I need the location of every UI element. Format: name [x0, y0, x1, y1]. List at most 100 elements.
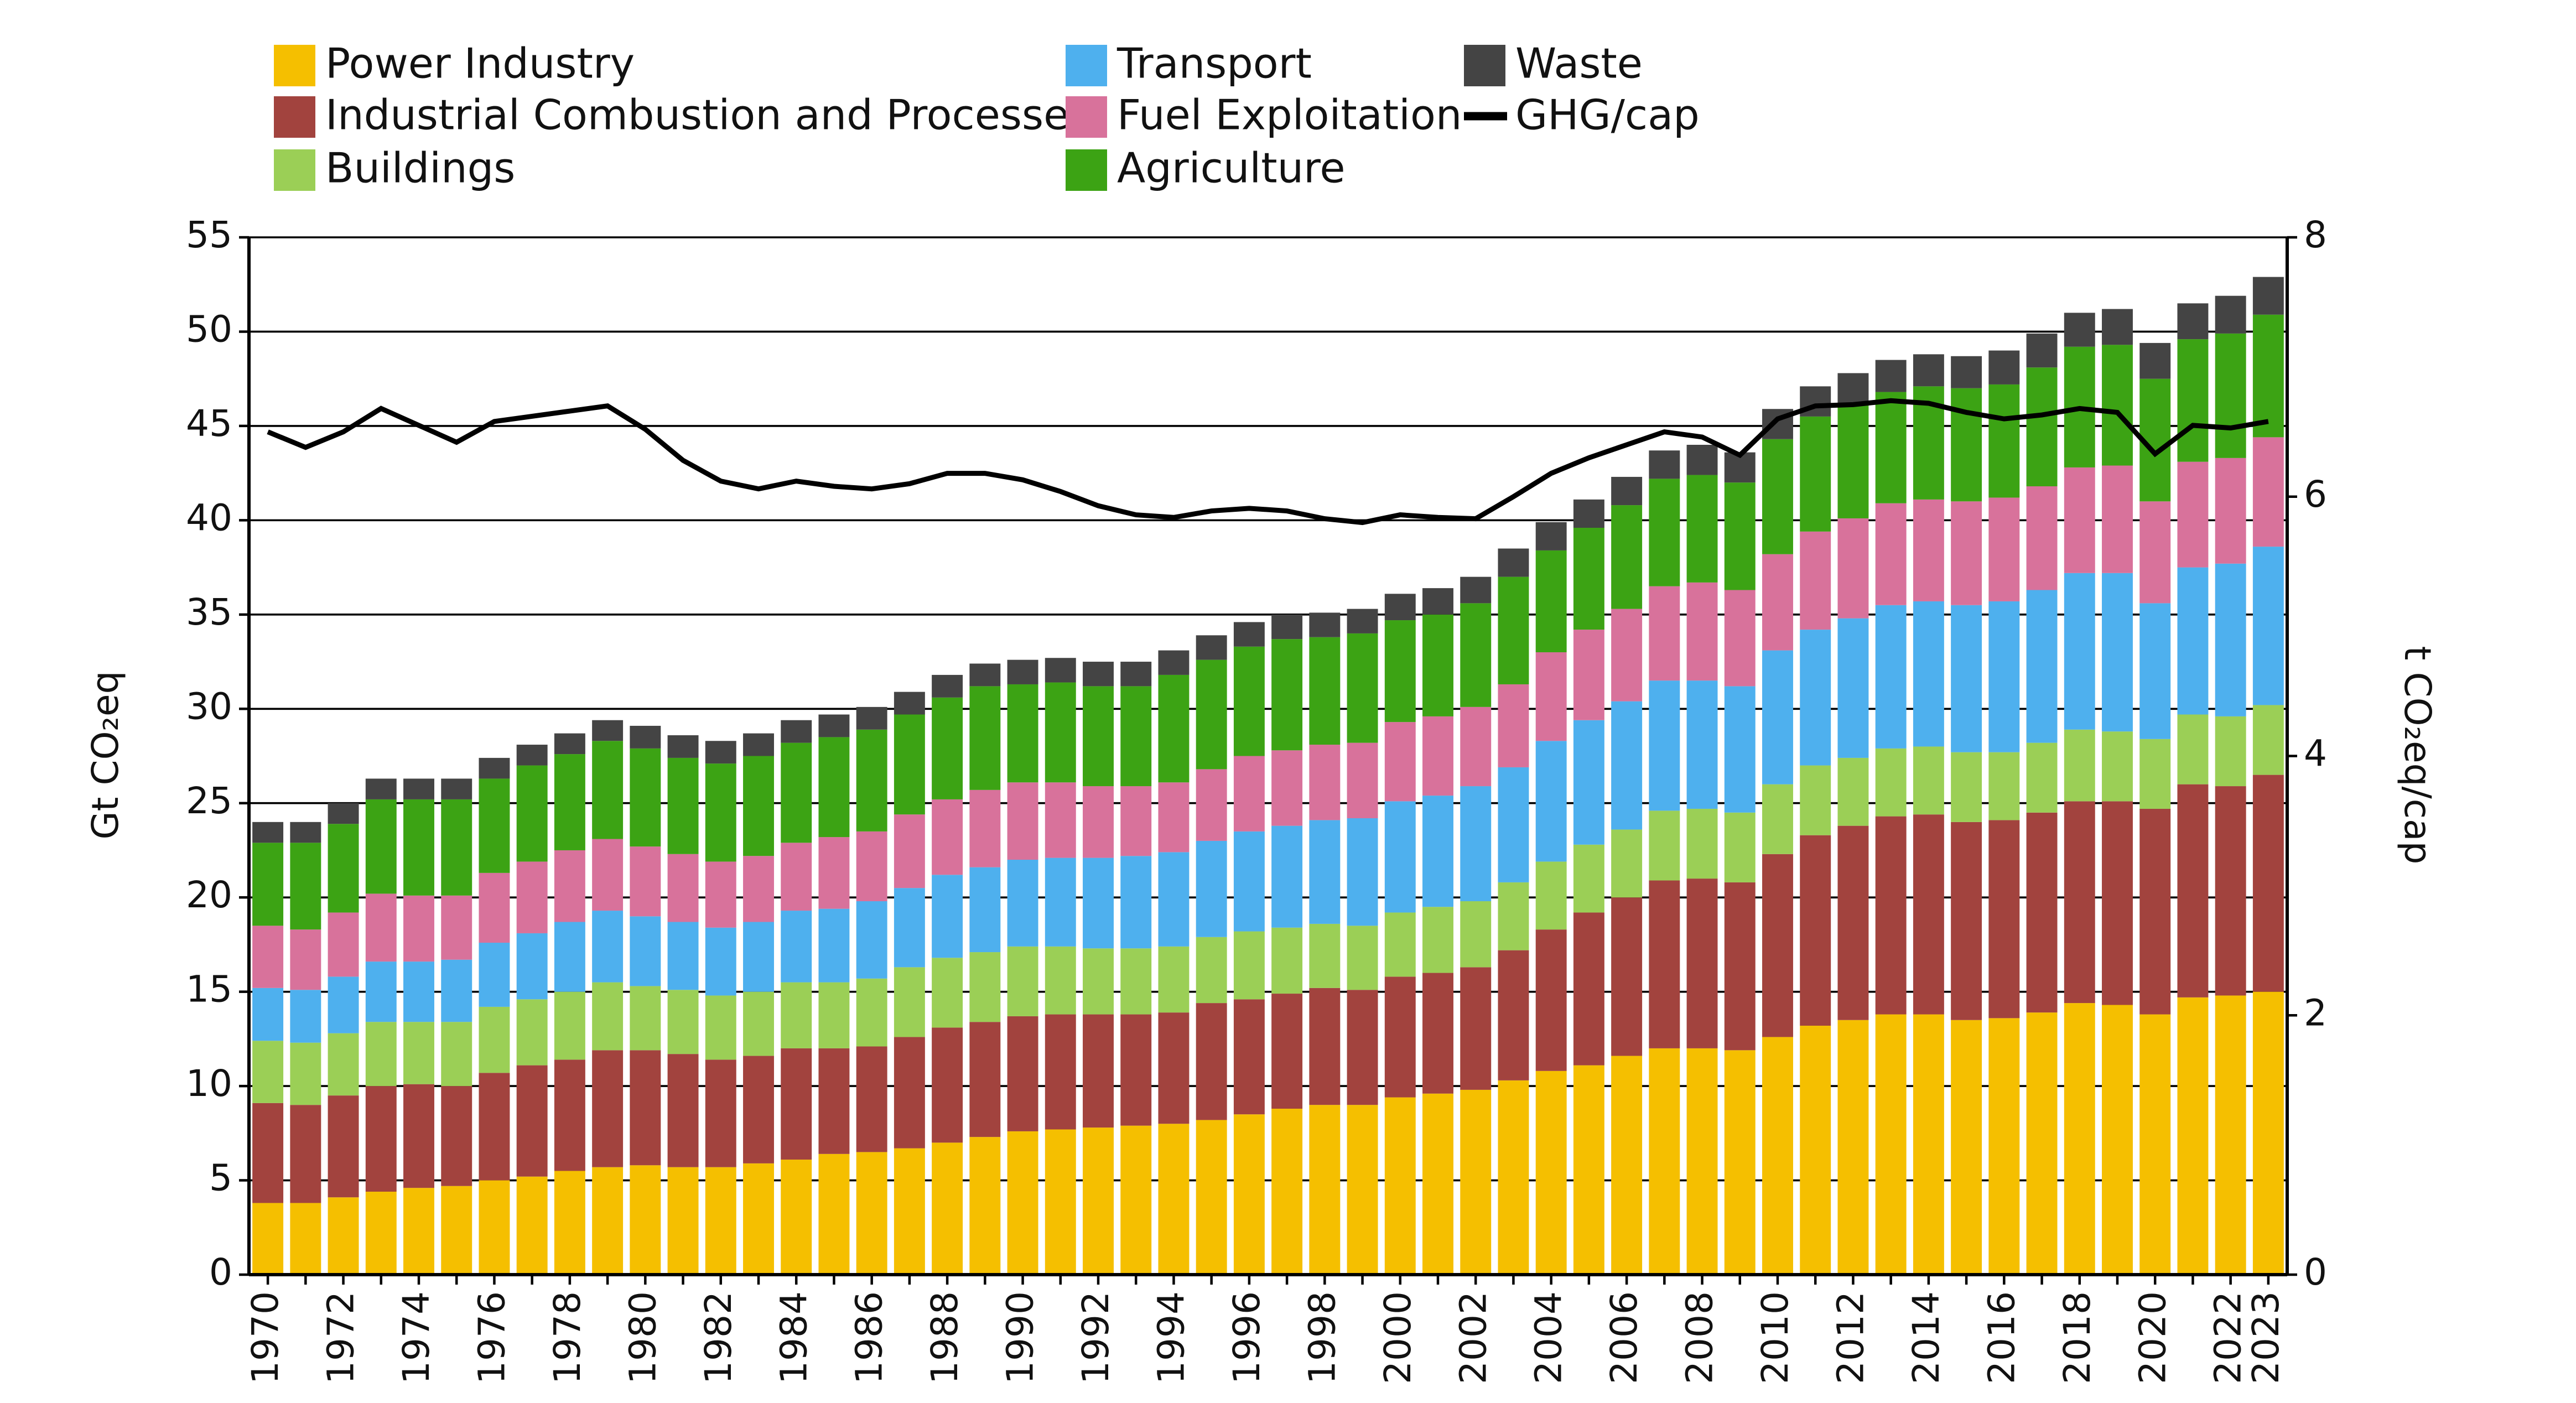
bar-segment — [1535, 861, 1567, 930]
bar-segment — [1724, 812, 1756, 882]
bar-segment — [252, 1041, 284, 1103]
bar-segment — [1573, 720, 1604, 845]
bar-segment — [1837, 618, 1869, 758]
bar-segment — [1498, 548, 1529, 577]
bar-segment — [1875, 392, 1907, 503]
bar-segment — [1913, 1014, 1944, 1275]
bar-segment — [1460, 901, 1492, 968]
bar-segment — [1045, 1129, 1076, 1275]
bar-segment — [2215, 563, 2246, 716]
bar-segment — [1611, 609, 1643, 702]
bar-segment — [818, 714, 850, 737]
bar-segment — [1837, 373, 1869, 406]
bar-segment — [1762, 554, 1793, 651]
bar-segment — [1045, 658, 1076, 683]
bar-segment — [630, 846, 661, 917]
bar-segment — [630, 725, 661, 749]
bar-segment — [1611, 505, 1643, 609]
bar-segment — [1158, 650, 1190, 675]
bar-segment — [1460, 967, 1492, 1090]
bar-segment — [1498, 950, 1529, 1080]
y2-axis-label: t CO₂eq/cap — [2396, 646, 2439, 865]
bar-segment — [1498, 576, 1529, 684]
bar-segment — [1649, 479, 1680, 586]
bar-segment — [1875, 748, 1907, 817]
bar-segment — [2102, 731, 2133, 802]
bar-segment — [2064, 467, 2095, 573]
bar-segment — [969, 789, 1001, 867]
bar-segment — [743, 922, 774, 992]
bar-segment — [2177, 784, 2209, 997]
bar-segment — [1649, 586, 1680, 681]
bar-segment — [1951, 501, 1982, 605]
bar-segment — [1762, 854, 1793, 1037]
bar-segment — [1762, 439, 1793, 554]
bar-segment — [1611, 897, 1643, 1056]
bar-segment — [2177, 339, 2209, 462]
bar-segment — [1724, 882, 1756, 1051]
y-tick-label: 55 — [186, 214, 232, 256]
bar-segment — [1837, 825, 1869, 1020]
bar-segment — [2139, 603, 2171, 739]
x-tick-label: 1988 — [923, 1291, 966, 1384]
y2-tick-label: 2 — [2304, 991, 2327, 1034]
legend-swatch — [1464, 45, 1505, 87]
bar-segment — [328, 824, 359, 913]
bar-segment — [1083, 786, 1114, 858]
bar-segment — [2139, 808, 2171, 1015]
bar-segment — [2252, 277, 2284, 315]
bar-segment — [781, 1048, 812, 1160]
bar-segment — [1611, 829, 1643, 898]
legend-swatch — [274, 96, 315, 138]
bar-segment — [2102, 345, 2133, 466]
bar-segment — [403, 799, 434, 896]
y2-tick-label: 6 — [2304, 473, 2327, 516]
bar-segment — [743, 733, 774, 756]
bar-segment — [1045, 858, 1076, 947]
bar-segment — [1988, 384, 2020, 498]
bar-segment — [630, 1050, 661, 1166]
bar-segment — [1347, 990, 1378, 1105]
bar-segment — [328, 912, 359, 977]
bar-segment — [1913, 746, 1944, 815]
bar-segment — [1611, 1056, 1643, 1275]
bar-segment — [1158, 1124, 1190, 1275]
bar-segment — [1384, 912, 1416, 977]
bar-segment — [1498, 1080, 1529, 1275]
bar-segment — [1045, 1014, 1076, 1130]
bar-segment — [1649, 880, 1680, 1048]
bar-segment — [1498, 767, 1529, 882]
bar-segment — [290, 1105, 321, 1203]
bar-segment — [1158, 674, 1190, 783]
bar-segment — [743, 1056, 774, 1163]
bar-segment — [818, 982, 850, 1048]
bar-segment — [403, 778, 434, 799]
bar-segment — [743, 756, 774, 856]
bar-segment — [554, 1059, 585, 1171]
bar-segment — [1120, 948, 1152, 1015]
bar-segment — [1649, 1048, 1680, 1275]
bar-segment — [252, 988, 284, 1041]
bar-segment — [1083, 948, 1114, 1015]
x-tick-label: 2006 — [1603, 1291, 1645, 1384]
bar-segment — [441, 778, 472, 799]
bar-segment — [667, 1054, 699, 1167]
x-tick-label: 2002 — [1452, 1291, 1494, 1384]
bar-segment — [1535, 741, 1567, 862]
bar-segment — [1347, 609, 1378, 633]
bar-segment — [1422, 796, 1453, 907]
bar-segment — [1083, 1127, 1114, 1275]
bar-segment — [1309, 1105, 1341, 1275]
bar-segment — [1271, 614, 1303, 640]
bar-segment — [516, 933, 548, 1000]
bar-segment — [932, 1142, 963, 1275]
bar-segment — [1837, 1020, 1869, 1275]
bar-segment — [1422, 614, 1453, 716]
line-series — [267, 398, 2269, 526]
bar-segment — [818, 908, 850, 983]
bar-segment — [1045, 782, 1076, 858]
bar-segment — [1120, 662, 1152, 687]
bar-segment — [1875, 360, 1907, 392]
bar-segment — [1686, 879, 1718, 1048]
x-tick-label: 1986 — [848, 1291, 891, 1384]
